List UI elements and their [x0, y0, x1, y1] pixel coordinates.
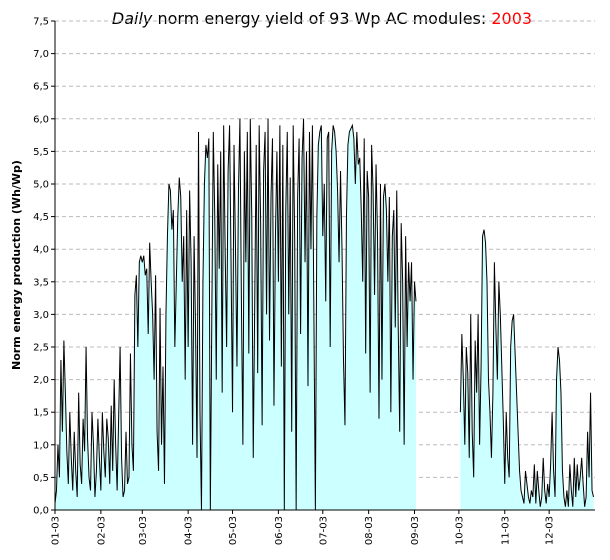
- x-tick-label: 08-03: [364, 516, 375, 545]
- x-tick-label: 12-03: [545, 516, 556, 545]
- y-tick-label: 4,5: [33, 212, 49, 223]
- x-tick-label: 02-03: [96, 516, 107, 545]
- title-part: norm energy yield of 93 Wp AC modules:: [157, 9, 486, 28]
- y-tick-label: 3,0: [33, 310, 49, 321]
- y-tick-label: 2,0: [33, 375, 49, 386]
- area-line: [54, 118, 595, 511]
- title-part: Daily: [112, 9, 153, 28]
- title-part: 2003: [491, 9, 532, 28]
- chart-title: Daily norm energy yield of 93 Wp AC modu…: [112, 9, 532, 28]
- y-tick-label: 5,0: [33, 180, 49, 191]
- y-axis-label: Norm energy production (Wh/Wp): [10, 160, 23, 370]
- x-tick-label: 09-03: [410, 516, 421, 545]
- y-tick-label: 4,0: [33, 245, 49, 256]
- x-tick-label: 11-03: [500, 516, 511, 545]
- y-tick-label: 0,5: [33, 473, 49, 484]
- y-tick-label: 7,5: [33, 17, 49, 28]
- y-tick-label: 7,0: [33, 49, 49, 60]
- x-tick-label: 03-03: [138, 516, 149, 545]
- y-tick-label: 1,5: [33, 408, 49, 419]
- y-tick-label: 1,0: [33, 440, 49, 451]
- x-tick-label: 01-03: [51, 516, 62, 545]
- x-tick-label: 10-03: [454, 516, 465, 545]
- y-tick-label: 6,0: [33, 114, 49, 125]
- y-tick-label: 2,5: [33, 343, 49, 354]
- y-tick-label: 6,5: [33, 82, 49, 93]
- y-tick-label: 0,0: [33, 506, 49, 517]
- y-tick-label: 3,5: [33, 277, 49, 288]
- x-tick-label: 04-03: [184, 516, 195, 545]
- x-tick-label: 05-03: [228, 516, 239, 545]
- x-tick-label: 07-03: [318, 516, 329, 545]
- x-tick-label: 06-03: [274, 516, 285, 545]
- y-tick-label: 5,5: [33, 147, 49, 158]
